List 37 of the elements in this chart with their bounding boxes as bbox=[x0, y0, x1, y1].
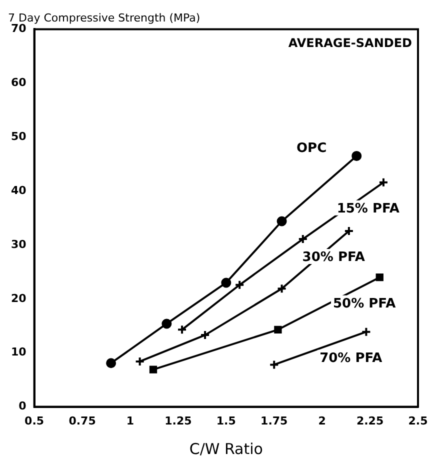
point bbox=[376, 274, 384, 282]
point bbox=[200, 330, 210, 340]
y-tick-label: 40 bbox=[10, 184, 27, 197]
x-tick-label: 2 bbox=[318, 414, 326, 428]
point bbox=[221, 278, 232, 288]
y-axis-title: 7 Day Compressive Strength (MPa) bbox=[8, 11, 200, 24]
point bbox=[234, 280, 245, 290]
x-tick-label: 2.5 bbox=[408, 414, 428, 428]
y-tick-label: 60 bbox=[10, 76, 27, 89]
y-tick-label: 20 bbox=[10, 292, 27, 305]
point bbox=[106, 358, 116, 368]
x-axis-title: C/W Ratio bbox=[189, 440, 263, 458]
point bbox=[162, 318, 172, 329]
y-tick-label: 70 bbox=[10, 22, 27, 36]
point bbox=[352, 150, 362, 161]
series-label: 15% PFA bbox=[336, 201, 400, 216]
x-tick-label: 1.5 bbox=[216, 414, 236, 428]
point bbox=[149, 366, 158, 374]
y-tick-label: 50 bbox=[10, 130, 27, 143]
y-tick-label: 0 bbox=[18, 400, 27, 413]
point bbox=[298, 234, 308, 244]
series-label: OPC bbox=[296, 140, 327, 156]
point bbox=[276, 216, 287, 226]
series-label: 50% PFA bbox=[333, 296, 396, 312]
y-tick-label: 10 bbox=[10, 346, 27, 359]
point bbox=[276, 284, 287, 294]
x-tick-label: 0.75 bbox=[68, 414, 96, 428]
series-label: 30% PFA bbox=[302, 250, 365, 265]
annotation: AVERAGE-SANDED bbox=[288, 36, 412, 50]
x-tick-label: 1 bbox=[126, 414, 134, 428]
x-tick-label: 2.25 bbox=[356, 414, 384, 428]
series-label: 70% PFA bbox=[320, 350, 382, 366]
x-tick-label: 1.25 bbox=[164, 414, 192, 428]
y-tick-label: 30 bbox=[10, 238, 27, 251]
point bbox=[274, 326, 282, 334]
x-tick-label: 1.75 bbox=[260, 414, 288, 428]
x-tick-label: 0.5 bbox=[24, 414, 44, 428]
